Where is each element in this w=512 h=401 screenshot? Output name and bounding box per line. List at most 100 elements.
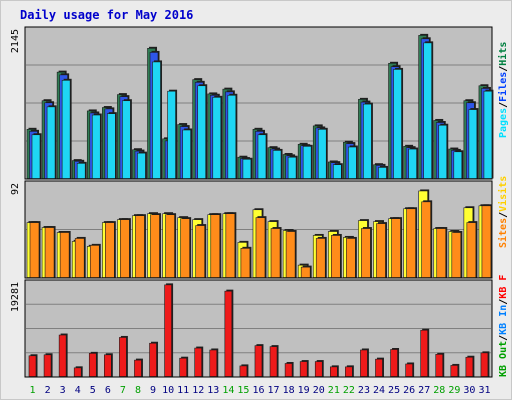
x-tick-label: 13 bbox=[207, 385, 219, 396]
bar-kb-day-1 bbox=[28, 354, 38, 377]
bar-sites-day-20 bbox=[315, 236, 327, 278]
x-tick-label: 9 bbox=[150, 385, 156, 396]
x-tick-label: 27 bbox=[418, 385, 430, 396]
bar-kb-day-16 bbox=[254, 344, 264, 377]
bar-pages-day-17 bbox=[272, 148, 283, 179]
bar-kb-day-30 bbox=[465, 355, 475, 377]
bar-sites-day-14 bbox=[225, 212, 237, 278]
legend-panel-1: Pages/Files/Hits bbox=[497, 42, 509, 138]
y-max-label-3: 19281 bbox=[10, 282, 21, 312]
bar-kb-day-23 bbox=[360, 348, 369, 377]
x-tick-label: 26 bbox=[403, 385, 415, 396]
bar-sites-day-22 bbox=[346, 236, 357, 278]
x-tick-label: 8 bbox=[135, 385, 141, 396]
bar-sites-day-8 bbox=[135, 214, 146, 278]
bar-sites-day-6 bbox=[105, 221, 116, 278]
bar-sites-day-16 bbox=[255, 216, 267, 278]
bar-kb-day-3 bbox=[58, 333, 68, 377]
bar-sites-day-21 bbox=[330, 233, 342, 278]
x-tick-label: 11 bbox=[177, 385, 189, 396]
bar-sites-day-28 bbox=[436, 227, 448, 278]
bar-kb-day-31 bbox=[480, 351, 490, 377]
x-tick-label: 18 bbox=[283, 385, 295, 396]
bar-sites-day-23 bbox=[361, 227, 372, 278]
bar-sites-day-3 bbox=[59, 231, 71, 278]
bar-pages-day-12 bbox=[197, 84, 208, 179]
bar-kb-day-28 bbox=[435, 352, 445, 377]
x-tick-label: 16 bbox=[252, 385, 264, 396]
bar-sites-day-25 bbox=[391, 217, 403, 278]
x-tick-label: 5 bbox=[90, 385, 96, 396]
bar-pages-day-20 bbox=[317, 127, 328, 179]
bar-sites-day-30 bbox=[466, 221, 478, 278]
bar-kb-day-14 bbox=[224, 289, 234, 377]
bar-pages-day-23 bbox=[363, 102, 373, 179]
bar-pages-day-5 bbox=[91, 113, 102, 179]
x-tick-label: 28 bbox=[433, 385, 445, 396]
x-tick-label: 22 bbox=[343, 385, 355, 396]
x-tick-label: 6 bbox=[105, 385, 111, 396]
bar-pages-day-31 bbox=[483, 89, 494, 179]
bar-kb-day-8 bbox=[134, 358, 143, 377]
bar-kb-day-15 bbox=[239, 364, 249, 377]
bar-pages-day-11 bbox=[182, 128, 193, 179]
bar-kb-day-10 bbox=[164, 283, 174, 377]
bar-sites-day-19 bbox=[300, 265, 312, 278]
bar-kb-day-17 bbox=[269, 345, 279, 377]
bar-kb-day-24 bbox=[375, 357, 384, 377]
x-tick-label: 15 bbox=[237, 385, 249, 396]
bar-kb-day-7 bbox=[119, 335, 128, 377]
bar-sites-day-2 bbox=[44, 226, 56, 278]
x-tick-label: 31 bbox=[478, 385, 490, 396]
bar-pages-day-13 bbox=[212, 95, 223, 179]
bar-sites-day-7 bbox=[120, 218, 131, 278]
bar-pages-day-8 bbox=[137, 151, 147, 179]
bar-sites-day-12 bbox=[195, 224, 207, 278]
bar-kb-day-20 bbox=[314, 360, 324, 377]
legend-item: KB In bbox=[498, 305, 509, 335]
bar-kb-day-5 bbox=[88, 351, 98, 377]
bar-sites-day-17 bbox=[270, 227, 282, 278]
bar-pages-day-9 bbox=[152, 60, 163, 179]
bar-pages-day-18 bbox=[287, 155, 298, 179]
bar-kb-day-9 bbox=[149, 341, 159, 377]
bar-kb-day-11 bbox=[179, 356, 189, 377]
bar-sites-day-24 bbox=[376, 222, 387, 278]
x-tick-label: 1 bbox=[30, 385, 36, 396]
legend-item: Pages bbox=[498, 108, 509, 138]
bar-sites-day-13 bbox=[210, 213, 222, 278]
legend-item: KB F bbox=[498, 275, 509, 299]
x-tick-label: 29 bbox=[448, 385, 460, 396]
bar-pages-day-26 bbox=[408, 147, 419, 179]
bar-kb-day-19 bbox=[299, 360, 309, 377]
legend-panel-3: KB Out/KB In/KB F bbox=[498, 275, 509, 377]
bar-pages-day-28 bbox=[438, 123, 449, 179]
bar-kb-day-29 bbox=[450, 363, 460, 377]
bar-kb-day-21 bbox=[329, 365, 339, 377]
bar-sites-day-4 bbox=[74, 236, 86, 278]
bar-kb-day-22 bbox=[345, 365, 354, 377]
bar-sites-day-9 bbox=[150, 213, 162, 278]
bar-pages-day-24 bbox=[378, 165, 388, 179]
x-tick-label: 3 bbox=[60, 385, 66, 396]
legend-item: Files bbox=[497, 72, 509, 102]
x-tick-label: 17 bbox=[268, 385, 280, 396]
bar-pages-day-4 bbox=[76, 161, 87, 179]
bar-kb-day-6 bbox=[104, 353, 113, 377]
x-tick-label: 2 bbox=[45, 385, 51, 396]
legend-item: KB Out bbox=[498, 341, 509, 377]
y-max-label-2: 92 bbox=[10, 183, 21, 195]
x-tick-label: 10 bbox=[162, 385, 174, 396]
x-tick-label: 4 bbox=[75, 385, 81, 396]
bar-kb-day-27 bbox=[420, 328, 430, 377]
bar-pages-day-21 bbox=[332, 163, 343, 179]
bar-pages-day-3 bbox=[61, 78, 72, 179]
bar-kb-day-25 bbox=[390, 348, 400, 377]
bar-kb-day-26 bbox=[405, 362, 415, 377]
legend-item: Sites bbox=[497, 218, 509, 248]
bar-pages-day-25 bbox=[393, 67, 404, 179]
bar-sites-day-29 bbox=[451, 231, 463, 278]
bar-kb-day-4 bbox=[73, 366, 83, 377]
bar-pages-day-30 bbox=[468, 108, 479, 179]
